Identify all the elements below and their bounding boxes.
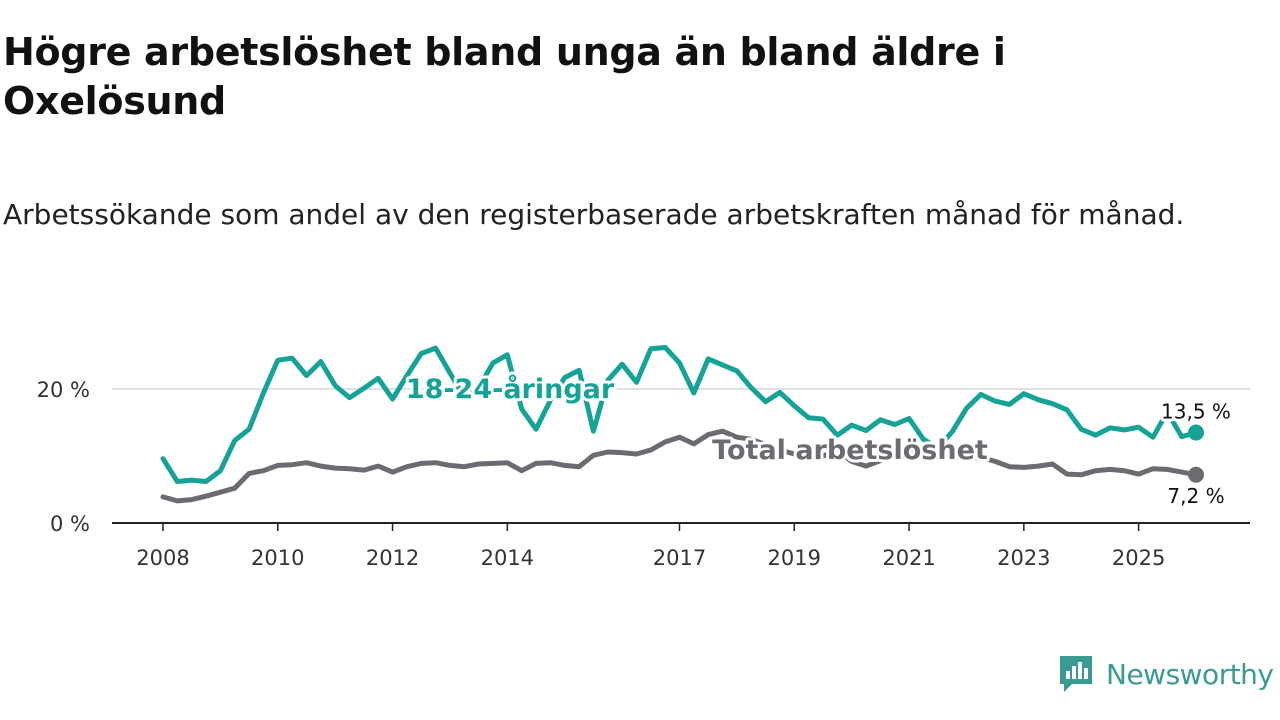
- x-tick-label: 2023: [997, 546, 1050, 570]
- series-labels: 18-24-åringar Total arbetslöshet 13,5 % 7,2…: [403, 370, 1234, 511]
- newsworthy-brand: Newsworthy: [1058, 652, 1274, 696]
- x-axis: 2008 2010 2012 2014 2017 2019 2021 2023 2025: [112, 522, 1250, 570]
- end-label-total: 7,2 %: [1167, 484, 1224, 508]
- newsworthy-logo-icon: [1060, 656, 1092, 692]
- chart-subtitle: Arbetssökande som andel av den registerb…: [3, 198, 1185, 231]
- x-tick-label: 2021: [882, 546, 935, 570]
- y-tick-label: 20 %: [37, 378, 90, 402]
- chart-title: Högre arbetslöshet bland unga än bland ä…: [3, 30, 1006, 123]
- x-tick-label: 2017: [653, 546, 706, 570]
- series-label-youth: 18-24-åringar: [406, 373, 615, 405]
- series-endpoint-total: [1188, 466, 1204, 483]
- series-endpoint-youth: [1188, 424, 1204, 441]
- x-tick-label: 2019: [768, 546, 821, 570]
- x-tick-label: 2008: [136, 546, 189, 570]
- series-lines: [160, 345, 1204, 504]
- brand-name: Newsworthy: [1106, 657, 1274, 691]
- x-tick-label: 2012: [366, 546, 419, 570]
- series-line-total: [160, 428, 1199, 504]
- end-label-youth: 13,5 %: [1161, 400, 1231, 424]
- series-line-youth: [160, 345, 1199, 484]
- x-tick-label: 2025: [1112, 546, 1165, 570]
- gridlines: 0 % 20 %: [37, 378, 1250, 536]
- x-tick-label: 2010: [251, 546, 304, 570]
- y-tick-label: 0 %: [50, 512, 90, 536]
- x-tick-label: 2014: [481, 546, 534, 570]
- series-label-total: Total arbetslöshet: [712, 435, 988, 466]
